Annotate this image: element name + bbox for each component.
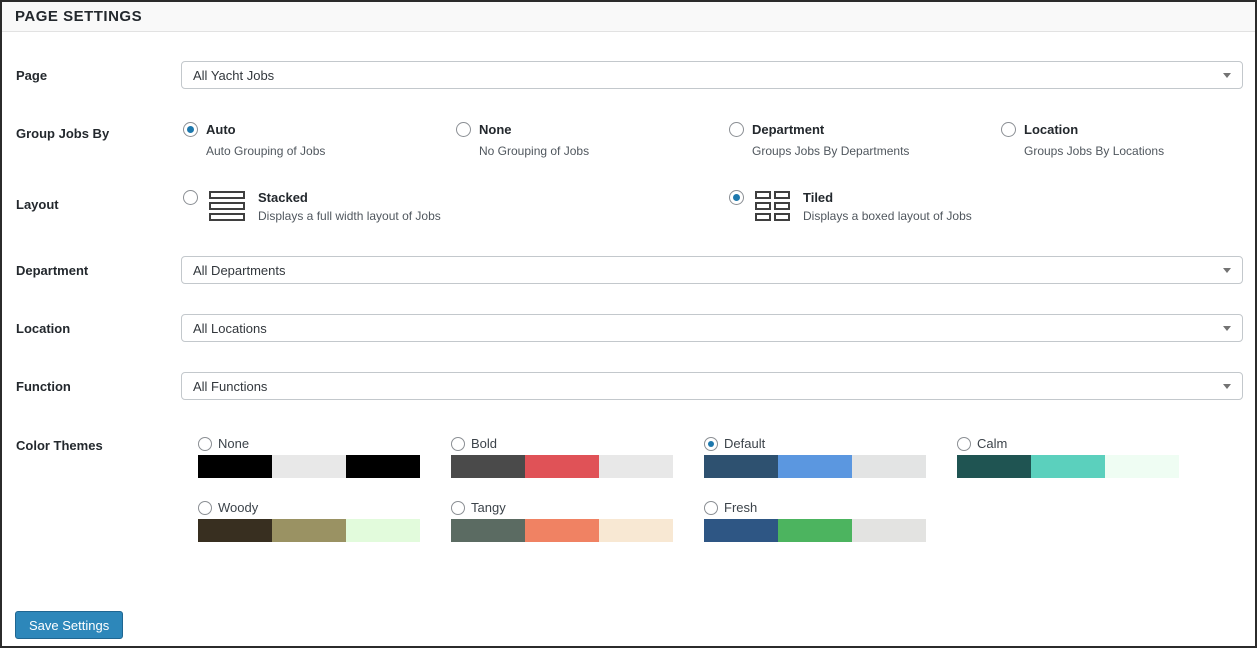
theme-option-bold-radio[interactable]	[451, 436, 465, 451]
theme-none-swatch	[198, 455, 420, 478]
swatch-color	[778, 519, 852, 542]
swatch-color	[778, 455, 852, 478]
stacked-layout-icon	[209, 191, 245, 221]
theme-option-woody-radio[interactable]	[198, 500, 212, 515]
layout-option-tiled-desc: Displays a boxed layout of Jobs	[803, 209, 972, 223]
theme-option-woody-label: Woody	[218, 500, 259, 515]
page-title: PAGE SETTINGS	[15, 8, 143, 25]
layout-option-stacked-label: Stacked	[258, 190, 308, 205]
panel-header: PAGE SETTINGS	[2, 2, 1255, 32]
swatch-color	[704, 519, 778, 542]
page-select[interactable]: All Yacht Jobs	[181, 61, 1243, 89]
group-option-auto-desc: Auto Grouping of Jobs	[206, 144, 326, 158]
layout-option-tiled: Tiled Displays a boxed layout of Jobs	[729, 190, 972, 223]
theme-option-fresh-label: Fresh	[724, 500, 758, 515]
group-option-auto-label: Auto	[206, 122, 236, 137]
theme-calm-swatch	[957, 455, 1179, 478]
theme-option-tangy-radio[interactable]	[451, 500, 465, 515]
location-select-wrap: All Locations	[181, 314, 1243, 342]
save-settings-button[interactable]: Save Settings	[15, 611, 124, 639]
swatch-color	[957, 455, 1031, 478]
swatch-color	[272, 519, 346, 542]
theme-woody-swatch	[198, 519, 420, 542]
group-option-none-label: None	[479, 122, 512, 137]
theme-option-none: None	[198, 435, 420, 478]
color-themes-label: Color Themes	[16, 438, 103, 453]
group-option-location-label: Location	[1024, 122, 1079, 137]
group-option-auto-radio[interactable]	[183, 122, 198, 137]
layout-option-tiled-radio[interactable]	[729, 190, 744, 205]
function-select[interactable]: All Functions	[181, 372, 1243, 400]
theme-default-swatch	[704, 455, 926, 478]
theme-option-default: Default	[704, 435, 926, 478]
layout-label: Layout	[16, 197, 59, 212]
location-select[interactable]: All Locations	[181, 314, 1243, 342]
layout-option-stacked-radio[interactable]	[183, 190, 198, 205]
group-option-location: Location Groups Jobs By Locations	[1001, 122, 1164, 158]
layout-option-stacked-desc: Displays a full width layout of Jobs	[258, 209, 441, 223]
swatch-color	[272, 455, 346, 478]
group-option-department-desc: Groups Jobs By Departments	[752, 144, 910, 158]
group-option-location-radio[interactable]	[1001, 122, 1016, 137]
theme-tangy-swatch	[451, 519, 673, 542]
theme-option-fresh: Fresh	[704, 499, 926, 542]
theme-option-calm-radio[interactable]	[957, 436, 971, 451]
group-option-location-desc: Groups Jobs By Locations	[1024, 144, 1165, 158]
swatch-color	[451, 519, 525, 542]
swatch-color	[852, 455, 926, 478]
theme-option-woody: Woody	[198, 499, 420, 542]
group-option-department: Department Groups Jobs By Departments	[729, 122, 909, 158]
theme-option-tangy: Tangy	[451, 499, 673, 542]
swatch-color	[1105, 455, 1179, 478]
swatch-color	[346, 455, 420, 478]
location-label: Location	[16, 321, 71, 336]
theme-option-default-radio[interactable]	[704, 436, 718, 451]
swatch-color	[599, 455, 673, 478]
department-select[interactable]: All Departments	[181, 256, 1243, 284]
department-label: Department	[16, 263, 89, 278]
function-label: Function	[16, 379, 71, 394]
group-option-none: None No Grouping of Jobs	[456, 122, 589, 158]
theme-option-calm: Calm	[957, 435, 1179, 478]
theme-fresh-swatch	[704, 519, 926, 542]
theme-option-calm-label: Calm	[977, 436, 1008, 451]
department-select-wrap: All Departments	[181, 256, 1243, 284]
swatch-color	[346, 519, 420, 542]
group-option-none-desc: No Grouping of Jobs	[479, 144, 590, 158]
swatch-color	[599, 519, 673, 542]
swatch-color	[198, 455, 272, 478]
theme-option-bold: Bold	[451, 435, 673, 478]
theme-bold-swatch	[451, 455, 673, 478]
layout-option-tiled-label: Tiled	[803, 190, 834, 205]
swatch-color	[1031, 455, 1105, 478]
swatch-color	[451, 455, 525, 478]
function-select-wrap: All Functions	[181, 372, 1243, 400]
group-jobs-by-label: Group Jobs By	[16, 126, 110, 141]
swatch-color	[852, 519, 926, 542]
theme-option-default-label: Default	[724, 436, 766, 451]
group-option-auto: Auto Auto Grouping of Jobs	[183, 122, 325, 158]
page-select-wrap: All Yacht Jobs	[181, 61, 1243, 89]
group-option-none-radio[interactable]	[456, 122, 471, 137]
swatch-color	[198, 519, 272, 542]
tiled-layout-icon	[755, 191, 790, 221]
swatch-color	[525, 455, 599, 478]
theme-option-none-radio[interactable]	[198, 436, 212, 451]
theme-option-bold-label: Bold	[471, 436, 498, 451]
group-option-department-radio[interactable]	[729, 122, 744, 137]
page-label: Page	[16, 68, 48, 83]
theme-option-tangy-label: Tangy	[471, 500, 506, 515]
layout-option-stacked: Stacked Displays a full width layout of …	[183, 190, 441, 223]
swatch-color	[704, 455, 778, 478]
swatch-color	[525, 519, 599, 542]
group-option-department-label: Department	[752, 122, 825, 137]
theme-option-fresh-radio[interactable]	[704, 500, 718, 515]
theme-option-none-label: None	[218, 436, 250, 451]
